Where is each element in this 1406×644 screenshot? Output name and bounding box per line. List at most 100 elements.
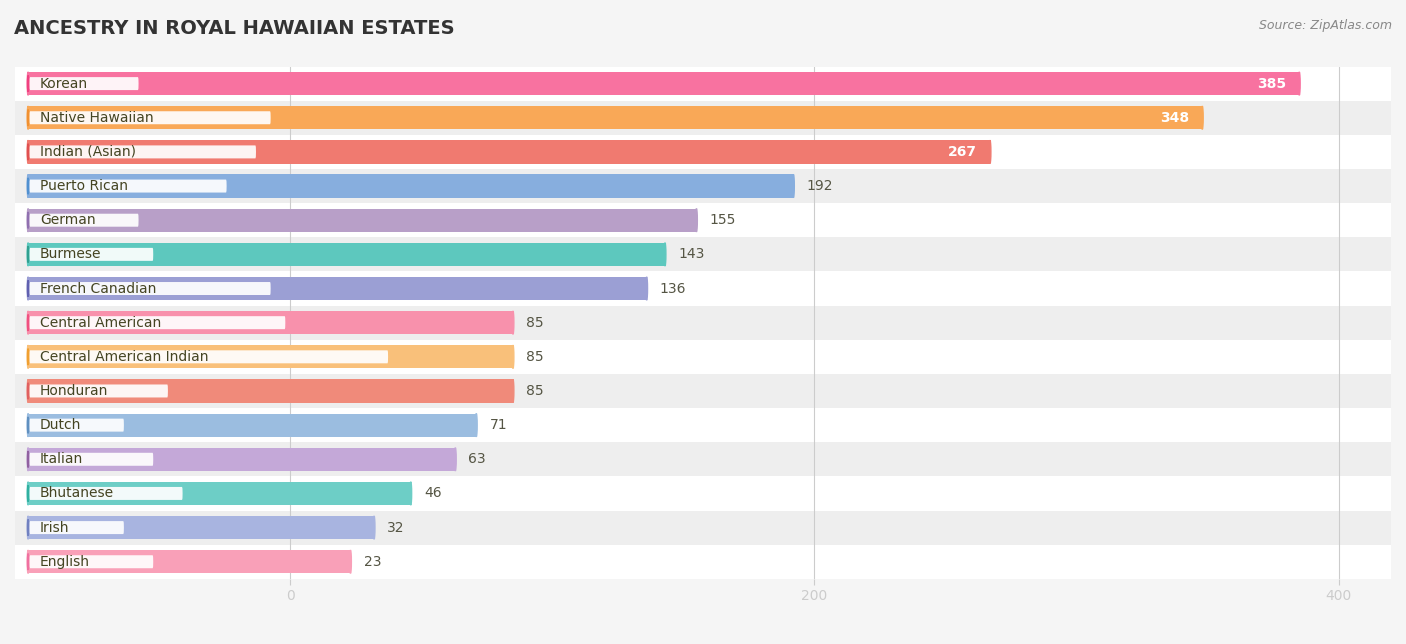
Circle shape [27,345,30,368]
FancyBboxPatch shape [30,316,285,329]
Circle shape [988,140,991,164]
Text: 63: 63 [468,452,486,466]
Text: 71: 71 [489,418,508,432]
Text: French Canadian: French Canadian [39,281,156,296]
FancyBboxPatch shape [30,77,139,90]
Text: Dutch: Dutch [39,418,82,432]
Circle shape [696,209,697,232]
Text: 32: 32 [387,520,405,535]
Bar [15,545,1391,579]
Bar [15,100,1391,135]
Bar [28,516,374,539]
Circle shape [475,413,477,437]
Bar [28,243,665,266]
Text: Central American Indian: Central American Indian [39,350,208,364]
Bar [28,345,513,368]
Bar [15,374,1391,408]
Text: Honduran: Honduran [39,384,108,398]
Text: German: German [39,213,96,227]
Bar [15,477,1391,511]
Bar [15,442,1391,477]
Bar [15,203,1391,237]
Bar [28,209,696,232]
Circle shape [27,413,30,437]
Bar [15,66,1391,100]
Circle shape [27,209,30,232]
Circle shape [27,72,30,95]
Bar [28,277,647,300]
FancyBboxPatch shape [30,384,167,397]
Bar [28,175,793,198]
Text: 155: 155 [710,213,735,227]
FancyBboxPatch shape [30,248,153,261]
Bar [15,237,1391,271]
Text: 85: 85 [526,350,544,364]
Circle shape [454,448,456,471]
Text: 143: 143 [678,247,704,261]
Bar [28,413,477,437]
Circle shape [27,106,30,129]
FancyBboxPatch shape [30,521,124,534]
Bar [15,340,1391,374]
Circle shape [27,175,30,198]
Bar [15,271,1391,306]
Text: Puerto Rican: Puerto Rican [39,179,128,193]
Bar [15,408,1391,442]
Text: 385: 385 [1257,77,1286,91]
Circle shape [793,175,794,198]
Bar [28,550,350,573]
Text: Indian (Asian): Indian (Asian) [39,145,136,159]
Circle shape [27,516,30,539]
Bar [15,306,1391,340]
Text: ANCESTRY IN ROYAL HAWAIIAN ESTATES: ANCESTRY IN ROYAL HAWAIIAN ESTATES [14,19,454,39]
Text: Bhutanese: Bhutanese [39,486,114,500]
Bar [28,448,456,471]
Text: 348: 348 [1160,111,1189,125]
FancyBboxPatch shape [30,214,139,227]
Bar [28,311,513,334]
Bar [15,135,1391,169]
Text: Source: ZipAtlas.com: Source: ZipAtlas.com [1258,19,1392,32]
Text: 46: 46 [423,486,441,500]
Text: 85: 85 [526,316,544,330]
Text: Irish: Irish [39,520,69,535]
Circle shape [1201,106,1204,129]
FancyBboxPatch shape [30,111,271,124]
Circle shape [27,550,30,573]
Circle shape [27,243,30,266]
FancyBboxPatch shape [30,146,256,158]
Text: 23: 23 [364,554,381,569]
FancyBboxPatch shape [30,453,153,466]
Text: 192: 192 [807,179,832,193]
Circle shape [27,379,30,402]
Circle shape [27,311,30,334]
Circle shape [411,482,412,505]
Text: English: English [39,554,90,569]
Text: Burmese: Burmese [39,247,101,261]
Text: 85: 85 [526,384,544,398]
Circle shape [664,243,666,266]
Circle shape [27,448,30,471]
Bar [15,169,1391,203]
Text: Central American: Central American [39,316,162,330]
Circle shape [512,311,513,334]
Circle shape [27,140,30,164]
FancyBboxPatch shape [30,282,271,295]
FancyBboxPatch shape [30,350,388,363]
Text: 136: 136 [659,281,686,296]
Circle shape [373,516,375,539]
Text: 267: 267 [948,145,977,159]
Circle shape [1298,72,1301,95]
Bar [28,140,990,164]
Bar [28,72,1299,95]
FancyBboxPatch shape [30,419,124,431]
FancyBboxPatch shape [30,487,183,500]
FancyBboxPatch shape [30,180,226,193]
Circle shape [27,277,30,300]
Bar [28,106,1202,129]
Text: Italian: Italian [39,452,83,466]
Bar [15,511,1391,545]
Circle shape [512,379,513,402]
FancyBboxPatch shape [30,555,153,568]
Circle shape [645,277,648,300]
